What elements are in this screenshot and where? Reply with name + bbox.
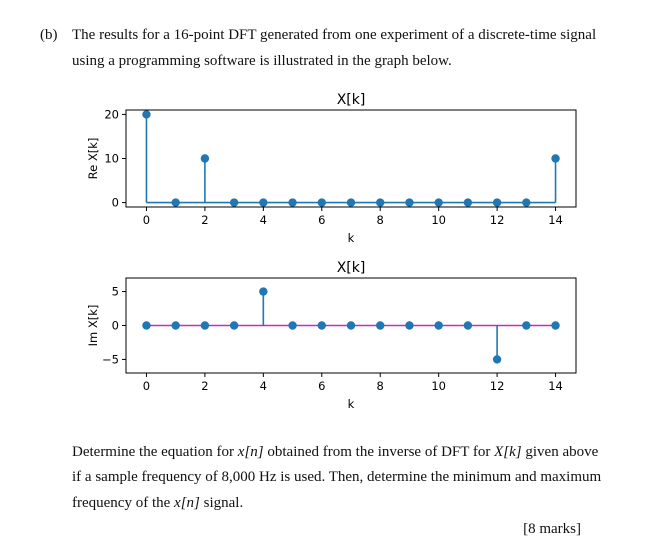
stem-plot-1: X[k] 0 2 4 6 8 10 12 14 0 10 20 k Re X[k]: [86, 92, 577, 245]
plot-title: X[k]: [337, 92, 366, 108]
stem-marker: [229, 198, 239, 207]
x-tick-label: 6: [318, 213, 325, 227]
stem-marker: [142, 110, 151, 119]
plot-frame: [125, 109, 577, 208]
y-axis-label: Im X[k]: [86, 305, 100, 347]
stem-marker: [551, 154, 560, 163]
stem-marker: [492, 355, 502, 364]
y-tick-label: 20: [104, 107, 119, 121]
x-tick-label: 8: [377, 379, 384, 393]
x-tick-label: 0: [143, 213, 150, 227]
y-tick-label: 10: [104, 152, 119, 166]
question-intro-line-2: using a programming software is illustra…: [72, 53, 452, 69]
stem-marker: [288, 198, 297, 207]
y-tick-label: 0: [112, 319, 119, 333]
y-tick-label: 0: [112, 196, 119, 210]
task-line-1-part-c: given above: [521, 444, 599, 460]
stem-marker: [142, 321, 151, 330]
stem-marker: [551, 321, 560, 330]
xk-symbol: X[k]: [494, 444, 522, 460]
stem-marker: [463, 198, 473, 207]
x-tick-label: 14: [548, 213, 563, 227]
stem-marker: [522, 198, 531, 207]
x-tick-label: 14: [548, 379, 563, 393]
stem-plot-2: X[k] 0 2 4 6 8 10 12 14 −5 0 5 k Im X[k]: [86, 260, 577, 411]
stem-marker: [171, 198, 180, 207]
question-intro-line-1: The results for a 16-point DFT generated…: [72, 27, 597, 43]
dft-stem-figure: X[k] 0 2 4 6 8 10 12 14 0 10 20 k Re X[k] X[k] 0 2 4 6 8 10 1…: [86, 92, 577, 411]
y-axis-label: Re X[k]: [86, 138, 100, 180]
x-axis-label: k: [348, 231, 355, 245]
x-tick-label: 2: [201, 213, 208, 227]
x-tick-label: 8: [377, 213, 384, 227]
stem-marker: [405, 321, 414, 330]
xn-symbol-2: x[n]: [174, 495, 200, 511]
x-tick-label: 12: [490, 379, 505, 393]
stem-marker: [200, 154, 210, 163]
x-tick-label: 12: [490, 213, 505, 227]
stem-marker: [376, 198, 385, 207]
stem-marker: [434, 321, 443, 330]
task-line-1-part-b: obtained from the inverse of DFT for: [263, 444, 495, 460]
task-line-1-part-a: Determine the equation for: [72, 444, 238, 460]
x-axis-label: k: [348, 397, 355, 411]
x-tick-label: 0: [143, 379, 150, 393]
stem-marker: [317, 321, 326, 330]
y-tick-label: −5: [102, 352, 119, 366]
stem-marker: [492, 198, 502, 207]
stem-marker: [259, 198, 268, 207]
stem-marker: [434, 198, 443, 207]
x-tick-label: 10: [431, 213, 446, 227]
task-line-3: frequency of the x[n] signal.: [72, 495, 243, 512]
x-tick-label: 4: [260, 213, 267, 227]
task-line-3-part-a: frequency of the: [72, 495, 175, 511]
stem-marker: [405, 198, 414, 207]
stem-marker: [171, 321, 180, 330]
stem-marker: [346, 321, 356, 330]
stem-marker: [522, 321, 531, 330]
task-line-2: if a sample frequency of 8,000 Hz is use…: [72, 469, 602, 485]
stem-marker: [376, 321, 385, 330]
x-tick-label: 6: [318, 379, 325, 393]
x-tick-label: 4: [260, 379, 267, 393]
x-tick-label: 2: [201, 379, 208, 393]
task-line-3-part-b: signal.: [199, 495, 244, 511]
stem-marker: [259, 287, 268, 296]
xn-symbol: x[n]: [237, 444, 264, 460]
plot-title: X[k]: [337, 260, 366, 276]
stem-marker: [229, 321, 239, 330]
stem-marker: [463, 321, 473, 330]
task-line-1: Determine the equation for x[n] obtained…: [72, 444, 598, 461]
y-tick-label: 5: [112, 285, 119, 299]
question-label: (b): [40, 27, 58, 43]
marks-label: [8 marks]: [523, 521, 581, 537]
x-tick-label: 10: [431, 379, 446, 393]
stem-marker: [200, 321, 210, 330]
stem-marker: [288, 321, 297, 330]
stem-marker: [317, 198, 326, 207]
stem-marker: [346, 198, 356, 207]
